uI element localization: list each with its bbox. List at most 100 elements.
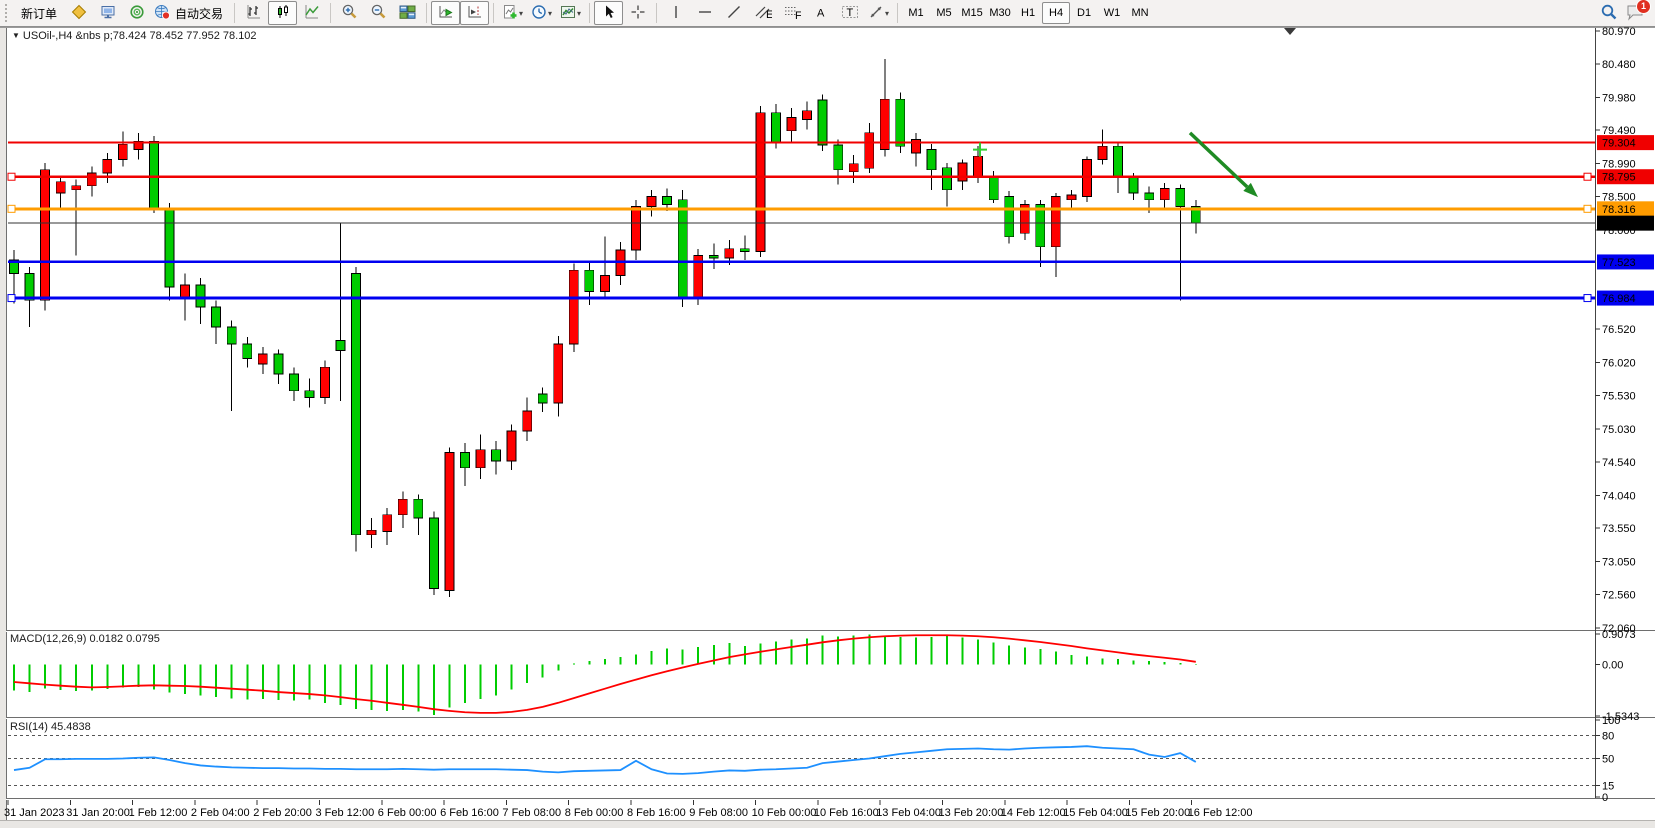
candlestick [366, 529, 377, 536]
candlestick [149, 141, 159, 209]
chat-button[interactable]: 1 [1625, 0, 1651, 24]
candlestick [320, 366, 330, 398]
chart-shift-icon [467, 4, 483, 23]
metaeditor-button[interactable] [64, 1, 93, 25]
candlestick [537, 393, 548, 404]
candlestick [164, 208, 175, 288]
auto-scroll-button[interactable] [431, 1, 461, 25]
chart-shift-button[interactable] [460, 1, 490, 25]
time-tick-label: 2 Feb 04:00 [191, 807, 250, 819]
timeframe-button-M5[interactable]: M5 [936, 7, 952, 19]
candlestick [584, 269, 595, 293]
macd-axis-label: -1.5343 [1602, 711, 1639, 723]
rsi-axis-label: 100 [1602, 715, 1620, 727]
candlestick [926, 149, 937, 171]
timeframe-button-H4[interactable]: H4 [1042, 2, 1071, 24]
horizontal-line-button[interactable] [690, 1, 719, 25]
zoom-in-button[interactable] [335, 1, 364, 25]
timeframe-button-W1[interactable]: W1 [1103, 7, 1121, 19]
tile-windows-button[interactable] [393, 1, 422, 25]
candlestick [1035, 204, 1046, 248]
trendline-button[interactable] [719, 1, 748, 25]
terminal-button[interactable] [93, 1, 122, 25]
candlestick [646, 196, 657, 207]
chart-shift-marker[interactable] [1284, 28, 1296, 35]
price-tick-label: 74.540 [1602, 457, 1636, 469]
toolbar-separator [330, 3, 332, 23]
candlestick [1113, 145, 1123, 179]
timeframe-button-D1[interactable]: D1 [1077, 7, 1092, 19]
search-button[interactable] [1594, 1, 1623, 25]
line-handle[interactable] [7, 204, 16, 213]
indicators-button[interactable]: ▾ [498, 1, 527, 25]
line-handle[interactable] [1583, 172, 1592, 181]
line-handle[interactable] [7, 294, 16, 303]
text-label-button[interactable]: T [835, 1, 864, 25]
chevron-down-icon: ▾ [885, 8, 890, 18]
symbol-dropdown-icon[interactable]: ▼ [12, 31, 20, 40]
symbol-title[interactable]: ▼ USOil-,H4 &nbs p;78.424 78.452 77.952 7… [12, 30, 257, 42]
vertical-line-button[interactable] [661, 1, 690, 25]
candlestick [1144, 192, 1155, 201]
time-tick-label: 6 Feb 16:00 [440, 807, 499, 819]
time-tick-label: 31 Jan 2023 [4, 807, 65, 819]
candlestick [879, 98, 890, 150]
line-chart-button[interactable] [297, 1, 326, 25]
autotrading-button[interactable]: 自动交易 [151, 1, 230, 25]
chevron-down-icon: ▾ [519, 8, 524, 18]
trend-arrow-head[interactable] [1243, 182, 1258, 198]
svg-text:F: F [795, 10, 801, 20]
price-badge-label: 78.316 [1602, 204, 1636, 216]
candlestick [662, 196, 672, 205]
equidistant-channel-button[interactable]: E [748, 1, 777, 25]
candlestick-chart-button[interactable] [268, 1, 298, 25]
autotrading-globe-icon [154, 4, 171, 23]
plus-marker[interactable] [973, 142, 987, 157]
price-tick-label: 75.530 [1602, 390, 1636, 402]
candlestick [755, 112, 766, 252]
trend-arrow[interactable] [1188, 131, 1249, 189]
new-order-button[interactable]: 新订单 [14, 1, 64, 25]
candlestick [351, 273, 362, 536]
cursor-button[interactable] [594, 1, 624, 25]
time-tick-label: 13 Feb 20:00 [939, 807, 1004, 819]
candlestick [40, 169, 50, 301]
channel-icon: E [754, 4, 773, 23]
crosshair-button[interactable] [623, 1, 652, 25]
strategy-tester-button[interactable] [122, 1, 151, 25]
candlestick [444, 452, 455, 591]
autotrading-label: 自动交易 [175, 6, 224, 21]
text-button[interactable]: A [806, 1, 835, 25]
time-tick-label: 16 Feb 12:00 [1188, 807, 1253, 819]
arrows-button[interactable]: ▾ [864, 1, 893, 25]
toolbar-separator [234, 3, 236, 23]
metaeditor-diamond-icon [71, 4, 87, 23]
svg-text:E: E [766, 9, 772, 20]
price-badge-label: 78.102 [1602, 218, 1636, 230]
timeframe-button-M30[interactable]: M30 [989, 7, 1011, 19]
time-axis[interactable]: 31 Jan 2023 31 Jan 20:001 Feb 12:00 2 Feb … [4, 800, 1253, 819]
fibonacci-button[interactable]: F [777, 1, 806, 25]
line-handle[interactable] [1583, 204, 1592, 213]
candlestick [771, 112, 781, 144]
price-tick-label: 76.020 [1602, 358, 1636, 370]
timeframe-button-M15[interactable]: M15 [961, 7, 983, 19]
time-tick-label: 10 Feb 00:00 [752, 807, 817, 819]
candlestick [833, 144, 844, 171]
candlestick [973, 155, 983, 177]
line-handle[interactable] [7, 172, 16, 181]
timeframe-button-MN[interactable]: MN [1131, 7, 1149, 19]
chart-canvas[interactable]: 80.97080.48079.98079.49078.99078.50078.0… [0, 27, 1655, 828]
templates-button[interactable]: ▾ [556, 1, 585, 25]
bar-chart-button[interactable] [239, 1, 268, 25]
line-handle[interactable] [1583, 294, 1592, 303]
auto-scroll-icon [438, 4, 454, 23]
toolbar-grip [5, 4, 11, 22]
periods-button[interactable]: ▾ [527, 1, 556, 25]
zoom-out-button[interactable] [364, 1, 393, 25]
candlestick [739, 248, 750, 252]
timeframe-button-M1[interactable]: M1 [908, 7, 924, 19]
timeframe-button-H1[interactable]: H1 [1021, 7, 1036, 19]
tile-windows-icon [399, 4, 416, 23]
price-axis[interactable]: 80.97080.48079.98079.49078.99078.50078.0… [1595, 27, 1636, 635]
